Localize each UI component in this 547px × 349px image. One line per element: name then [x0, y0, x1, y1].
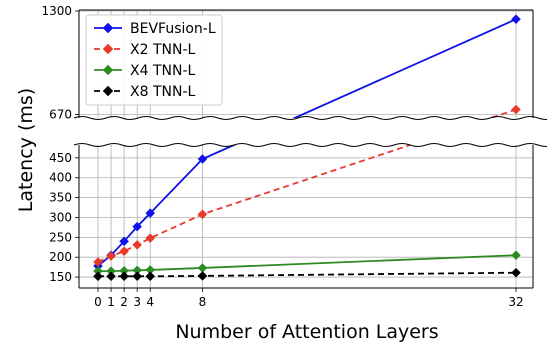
y-axis-label: Latency (ms) — [15, 88, 37, 212]
series-lines — [93, 14, 521, 282]
data-point — [145, 271, 156, 282]
axes — [78, 9, 534, 289]
break-line-top — [73, 116, 547, 120]
data-point — [197, 271, 208, 281]
x-tick-label: 1 — [107, 295, 115, 309]
y-tick-label: 400 — [49, 171, 72, 185]
legend-box — [85, 14, 223, 106]
data-point — [511, 267, 521, 278]
legend-marker — [102, 43, 114, 55]
y-tick-label: 670 — [49, 108, 72, 122]
y-tick-label: 1300 — [41, 4, 72, 18]
x-tick-label: 2 — [120, 295, 128, 309]
data-point — [106, 251, 116, 261]
legend-label: X8 TNN-L — [130, 84, 195, 100]
data-point — [197, 209, 208, 220]
legend-label: BEVFusion-L — [130, 21, 216, 37]
legend-label: X2 TNN-L — [130, 42, 195, 58]
legend-marker — [102, 64, 114, 76]
data-point — [132, 240, 143, 250]
x-tick-label: 4 — [146, 295, 154, 309]
break-line-bottom — [73, 143, 547, 147]
data-point — [197, 154, 208, 164]
data-point — [511, 250, 521, 261]
y-tick-label: 250 — [49, 230, 72, 244]
legend-label: X4 TNN-L — [130, 63, 195, 79]
series-markers — [93, 250, 521, 276]
series-markers — [93, 104, 521, 267]
series-markers — [93, 267, 521, 282]
data-point — [119, 236, 129, 247]
x-tick-label: 0 — [94, 295, 102, 309]
legend[interactable]: BEVFusion-L X2 TNN-L X4 TNN-L X8 TNN-L — [85, 14, 223, 106]
data-point — [132, 271, 143, 282]
data-point — [145, 208, 156, 218]
data-point — [511, 14, 521, 25]
data-point — [106, 271, 116, 282]
data-point — [132, 221, 143, 232]
legend-marker — [102, 22, 114, 34]
x-tick-label: 3 — [133, 295, 141, 309]
data-point — [145, 233, 156, 243]
data-point — [93, 271, 103, 282]
break-band — [74, 118, 542, 145]
x-tick-label: 32 — [508, 295, 523, 309]
x-tick-label: 8 — [199, 295, 207, 309]
y-tick-label: 450 — [49, 151, 72, 165]
y-tick-label: 350 — [49, 191, 72, 205]
axis-break — [73, 116, 547, 147]
x-axis-label: Number of Attention Layers — [175, 321, 438, 343]
data-point — [119, 246, 129, 257]
data-point — [119, 271, 129, 282]
ticks: 0 1 2 3 4 8 32 150 200 250 300 350 400 450 670 1300 — [41, 4, 523, 309]
y-tick-label: 300 — [49, 210, 72, 224]
y-tick-label: 200 — [49, 250, 72, 264]
legend-marker — [102, 85, 114, 97]
data-point — [511, 104, 521, 115]
y-tick-label: 150 — [49, 270, 72, 284]
